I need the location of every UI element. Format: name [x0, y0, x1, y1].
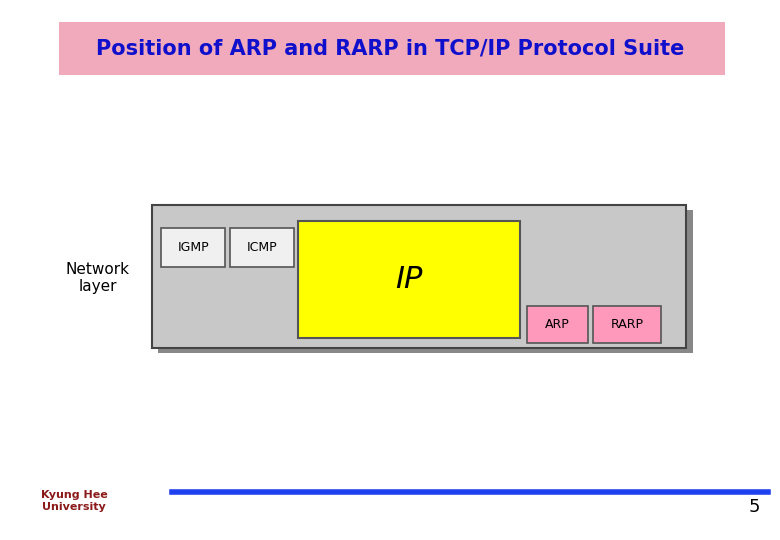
Text: ARP: ARP: [545, 318, 570, 331]
Bar: [152, 205, 686, 348]
Bar: [158, 210, 693, 353]
Text: ICMP: ICMP: [246, 241, 278, 254]
Bar: [298, 221, 520, 338]
Text: IP: IP: [395, 265, 423, 294]
Bar: [230, 228, 294, 267]
Text: Network
layer: Network layer: [66, 262, 129, 294]
Bar: [161, 228, 225, 267]
Bar: [593, 306, 661, 343]
Text: IGMP: IGMP: [178, 241, 209, 254]
Text: 5: 5: [749, 498, 760, 516]
Text: Kyung Hee
University: Kyung Hee University: [41, 490, 108, 512]
Bar: [527, 306, 588, 343]
Text: Position of ARP and RARP in TCP/IP Protocol Suite: Position of ARP and RARP in TCP/IP Proto…: [96, 38, 684, 58]
Bar: [58, 22, 725, 75]
Text: RARP: RARP: [611, 318, 644, 331]
